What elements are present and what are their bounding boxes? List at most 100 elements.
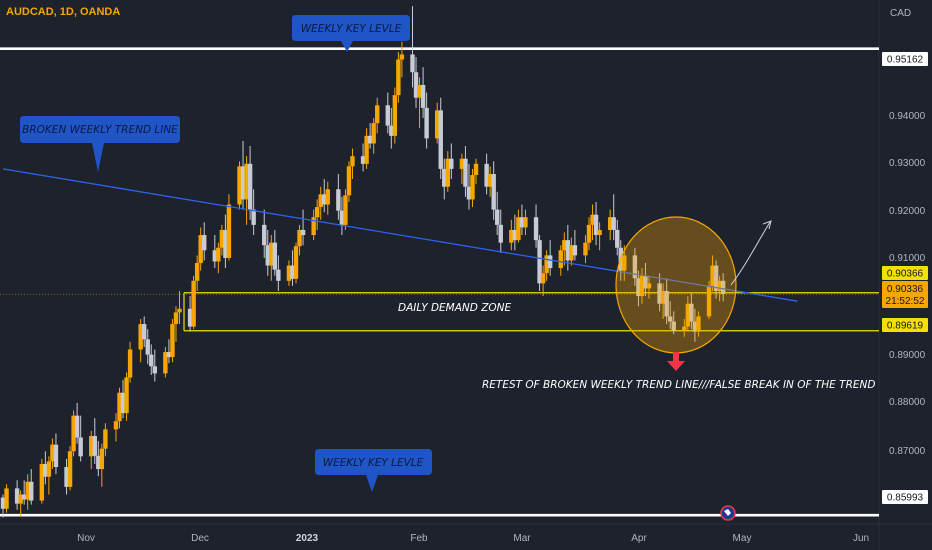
time-tick-label: Feb	[410, 533, 428, 544]
candle-body	[269, 242, 274, 266]
demand-zone[interactable]	[183, 292, 879, 332]
candle-body	[152, 366, 157, 374]
candle-body	[113, 421, 119, 430]
candle	[364, 128, 369, 169]
symbol-title[interactable]: AUDCAD, 1D, OANDA	[6, 6, 120, 18]
candle-body	[4, 488, 9, 509]
candle	[435, 102, 440, 144]
candle	[92, 418, 97, 464]
australia-flag-event-icon[interactable]	[720, 505, 736, 521]
candle-body	[25, 481, 30, 500]
candle	[25, 474, 30, 510]
weekly-key-level-bottom-callout[interactable]: WEEKLY KEY LEVLE	[315, 449, 432, 492]
candle	[272, 229, 278, 276]
candle-body	[438, 110, 443, 169]
candle-body	[706, 285, 712, 317]
candle-body	[92, 435, 97, 456]
demand-zone-label: DAILY DEMAND ZONE	[398, 302, 512, 314]
candle	[343, 189, 348, 230]
svg-text:0.90336: 0.90336	[887, 284, 924, 295]
candle-body	[311, 217, 316, 236]
broken-weekly-trend-line[interactable]	[2, 168, 798, 302]
broken-trend-line-callout[interactable]: BROKEN WEEKLY TREND LINE	[20, 116, 180, 172]
candle	[142, 316, 147, 347]
candle-body	[717, 280, 722, 291]
candle-body	[219, 229, 225, 248]
candle-body	[29, 481, 34, 501]
candle-body	[583, 242, 588, 256]
candle	[389, 107, 394, 149]
candle-body	[300, 229, 306, 236]
candle-body	[265, 245, 270, 266]
candle-body	[194, 263, 200, 281]
candle-body	[389, 125, 394, 136]
candle-body	[385, 105, 390, 126]
retest-note-label: RETEST OF BROKEN WEEKLY TREND LINE///FAL…	[482, 379, 875, 391]
candle	[509, 219, 514, 251]
candle-body	[163, 352, 168, 374]
retest-highlight-circle[interactable]	[615, 216, 737, 354]
candle-body	[664, 290, 669, 317]
candle	[706, 280, 712, 319]
candle-body	[696, 316, 701, 332]
candle	[449, 143, 454, 180]
price-tick-label: 0.88000	[889, 397, 926, 408]
candle-body	[367, 135, 373, 144]
candle-body	[615, 229, 620, 248]
candle	[99, 443, 105, 487]
candle	[145, 329, 150, 365]
candle	[611, 194, 616, 241]
price-tick-label: 0.93000	[889, 158, 926, 169]
candle-body	[346, 166, 352, 196]
candle	[311, 209, 316, 241]
time-tick-label: Nov	[77, 533, 95, 544]
candle-body	[124, 377, 129, 414]
candle	[643, 263, 648, 297]
weekly-key-level-top-callout[interactable]: WEEKLY KEY LEVLE	[292, 15, 410, 52]
candle	[438, 97, 443, 180]
candle-body	[339, 210, 345, 225]
candle-body	[142, 324, 147, 340]
candle-body	[593, 214, 599, 236]
candle-body	[226, 204, 232, 258]
candle-body	[50, 444, 55, 462]
candle-body	[413, 72, 419, 98]
candle	[297, 224, 302, 256]
candle	[251, 189, 256, 236]
candle	[138, 318, 143, 363]
candle	[39, 458, 45, 504]
candle	[491, 161, 496, 220]
candle	[484, 153, 489, 195]
candle-body	[89, 435, 94, 457]
candle-body	[170, 324, 175, 358]
svg-text:0.85993: 0.85993	[887, 493, 924, 504]
candle-body	[710, 265, 715, 286]
candle-body	[720, 280, 726, 295]
candle	[325, 181, 330, 215]
time-axis[interactable]: Nov Dec 2023 Feb Mar Apr May Jun	[77, 533, 869, 544]
price-tick-label: 0.89000	[889, 350, 926, 361]
candle-body	[290, 265, 295, 279]
candle-body	[399, 54, 405, 60]
candle-body	[519, 217, 525, 228]
price-tag-lower-zone: 0.89619	[882, 318, 928, 332]
candle-body	[177, 308, 182, 313]
candle-body	[237, 166, 242, 205]
svg-text:0.89619: 0.89619	[887, 321, 924, 332]
candle-body	[590, 214, 595, 225]
price-axis[interactable]: 0.94000 0.93000 0.92000 0.91000 0.89000 …	[889, 111, 926, 457]
candle	[191, 275, 196, 330]
candle-body	[138, 324, 143, 350]
candle-body	[466, 186, 472, 200]
candle-body	[187, 308, 193, 327]
candle-body	[374, 105, 380, 124]
candle	[127, 341, 133, 383]
candle-body	[685, 303, 691, 327]
candle	[103, 423, 108, 457]
candle-body	[240, 166, 246, 200]
candle-body	[586, 224, 592, 243]
candle-body	[657, 283, 662, 304]
